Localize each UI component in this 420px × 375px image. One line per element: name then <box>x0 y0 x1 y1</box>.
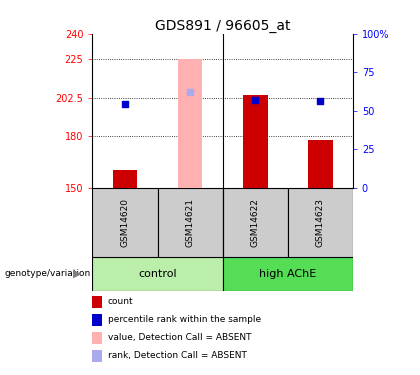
Bar <box>288 188 353 257</box>
Bar <box>243 95 268 188</box>
Text: GSM14623: GSM14623 <box>316 198 325 247</box>
Text: ▶: ▶ <box>74 269 82 279</box>
Text: genotype/variation: genotype/variation <box>4 269 90 278</box>
Text: GSM14622: GSM14622 <box>251 198 260 247</box>
Text: value, Detection Call = ABSENT: value, Detection Call = ABSENT <box>108 333 252 342</box>
Text: percentile rank within the sample: percentile rank within the sample <box>108 315 261 324</box>
Title: GDS891 / 96605_at: GDS891 / 96605_at <box>155 19 290 33</box>
Text: high AChE: high AChE <box>259 269 316 279</box>
Bar <box>223 188 288 257</box>
Bar <box>92 257 223 291</box>
Point <box>187 89 194 95</box>
Bar <box>178 59 202 188</box>
Bar <box>92 188 158 257</box>
Text: GSM14621: GSM14621 <box>186 198 194 247</box>
Point <box>317 98 324 104</box>
Text: rank, Detection Call = ABSENT: rank, Detection Call = ABSENT <box>108 351 247 360</box>
Bar <box>223 257 353 291</box>
Text: count: count <box>108 297 134 306</box>
Point <box>252 97 259 103</box>
Bar <box>113 170 137 188</box>
Text: control: control <box>138 269 177 279</box>
Bar <box>308 140 333 188</box>
Bar <box>158 188 223 257</box>
Text: GSM14620: GSM14620 <box>121 198 129 247</box>
Point <box>122 102 129 108</box>
